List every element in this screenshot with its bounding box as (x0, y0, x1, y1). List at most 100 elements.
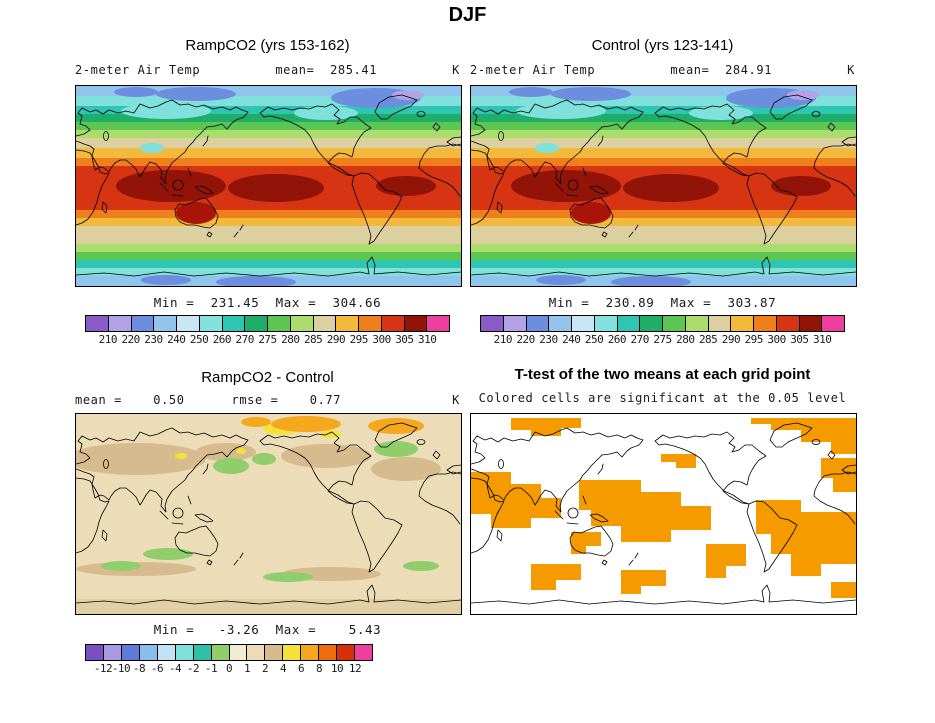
colorbar-segment (662, 316, 685, 331)
colorbar-segment (312, 316, 336, 331)
control-colorbar: 210 220 230 240 250 260 270 275 280 285 290 295 300 3… (480, 315, 845, 347)
colorbar-segment (174, 645, 193, 660)
colorbar-tick-label: 6 (297, 662, 305, 675)
colorbar-segment (138, 645, 157, 660)
colorbar-tick-label: 230 (144, 333, 163, 346)
colorbar-tick-label: 275 (653, 333, 672, 346)
colorbar-tick-label: 260 (212, 333, 232, 346)
control-colorbar-labels: 210 220 230 240 250 260 270 275 280 285 290 295 300 3… (480, 333, 845, 347)
colorbar-segment (198, 316, 222, 331)
colorbar-tick-label: 4 (279, 662, 287, 675)
colorbar-segment (192, 645, 211, 660)
colorbar-tick-label: -6 (150, 662, 164, 675)
colorbar-tick-label: 8 (315, 662, 323, 675)
colorbar-tick-label: 10 (330, 662, 344, 675)
colorbar-tick-label: 270 (235, 333, 255, 346)
ramp-map (75, 85, 462, 287)
colorbar-segment (289, 316, 313, 331)
colorbar-segment (730, 316, 753, 331)
control-mean-label: mean= 284.91 (670, 63, 773, 77)
colorbar-segment (336, 645, 355, 660)
colorbar-tick-label: 240 (167, 333, 186, 346)
ramp-subtitle-row: 2-meter Air Temp mean= 285.41 K (75, 63, 460, 77)
colorbar-segment (210, 645, 229, 660)
colorbar-segment (753, 316, 776, 331)
control-map (470, 85, 857, 287)
colorbar-segment (707, 316, 731, 331)
colorbar-segment (403, 316, 427, 331)
control-units-label: K (847, 63, 855, 77)
control-subtitle-row: 2-meter Air Temp mean= 284.91 K (470, 63, 855, 77)
colorbar-segment (282, 645, 301, 660)
colorbar-tick-label: -10 (111, 662, 131, 675)
diff-stats-label: mean = 0.50 rmse = 0.77 (75, 393, 342, 407)
colorbar-tick-label: -2 (186, 662, 200, 675)
colorbar-tick-label: 290 (721, 333, 741, 346)
colorbar-tick-label: 285 (303, 333, 323, 346)
colorbar-segment (639, 316, 662, 331)
colorbar-segment (335, 316, 358, 331)
colorbar-segment (107, 316, 131, 331)
colorbar-segment (318, 645, 337, 660)
ttest-map (470, 413, 857, 615)
colorbar-tick-label: 220 (516, 333, 535, 346)
colorbar-segment (426, 316, 449, 331)
colorbar-tick-label: 290 (326, 333, 346, 346)
colorbar-tick-label: -4 (168, 662, 182, 675)
colorbar-segment (156, 645, 175, 660)
colorbar-segment (593, 316, 617, 331)
colorbar-segment (130, 316, 154, 331)
ramp-mean-label: mean= 285.41 (275, 63, 378, 77)
colorbar-tick-label: 270 (630, 333, 650, 346)
ttest-subtitle: Colored cells are significant at the 0.0… (478, 391, 847, 405)
colorbar-tick-label: 1 (243, 662, 251, 675)
colorbar-tick-label: 280 (281, 333, 300, 346)
colorbar-tick-label: 295 (349, 333, 369, 346)
colorbar-tick-label: 310 (813, 333, 832, 346)
colorbar-tick-label: 230 (539, 333, 558, 346)
colorbar-tick-label: 280 (676, 333, 695, 346)
colorbar-tick-label: 300 (767, 333, 786, 346)
diff-subtitle-row: mean = 0.50 rmse = 0.77 K (75, 393, 460, 407)
diff-colorbar-bar (85, 644, 373, 661)
colorbar-segment (86, 316, 108, 331)
ramp-units-label: K (452, 63, 460, 77)
colorbar-segment (380, 316, 404, 331)
colorbar-tick-label: 310 (418, 333, 437, 346)
colorbar-segment (300, 645, 319, 660)
ramp-colorbar: 210 220 230 240 250 260 270 275 280 285 290 295 300 3… (85, 315, 450, 347)
diff-units-label: K (452, 393, 460, 407)
colorbar-tick-label: -1 (204, 662, 218, 675)
colorbar-segment (821, 316, 844, 331)
colorbar-tick-label: 275 (258, 333, 277, 346)
diff-panel-title: RampCO2 - Control (201, 369, 334, 386)
colorbar-tick-label: 220 (121, 333, 140, 346)
colorbar-segment (354, 645, 372, 660)
figure-title: DJF (448, 4, 487, 26)
ramp-colorbar-bar (85, 315, 450, 332)
ramp-panel-title: RampCO2 (yrs 153-162) (185, 37, 350, 54)
control-colorbar-bar (480, 315, 845, 332)
colorbar-segment (548, 316, 571, 331)
colorbar-tick-label: 305 (395, 333, 414, 346)
colorbar-segment (246, 645, 265, 660)
colorbar-tick-label: 2 (261, 662, 269, 675)
colorbar-segment (684, 316, 708, 331)
colorbar-tick-label: 285 (698, 333, 718, 346)
colorbar-segment (358, 316, 381, 331)
colorbar-tick-label: 250 (584, 333, 604, 346)
colorbar-segment (502, 316, 526, 331)
control-var-label: 2-meter Air Temp (470, 63, 596, 77)
colorbar-segment (775, 316, 799, 331)
ramp-minmax: Min = 231.45 Max = 304.66 (153, 295, 382, 310)
colorbar-segment (221, 316, 245, 331)
colorbar-segment (176, 316, 199, 331)
diff-colorbar: -12 -10 -8 -6 -4 -2 -1 0 1 2 4 6 8 10 12 (85, 644, 373, 676)
colorbar-segment (244, 316, 267, 331)
colorbar-tick-label: -8 (132, 662, 146, 675)
colorbar-segment (153, 316, 176, 331)
colorbar-segment (228, 645, 247, 660)
control-minmax: Min = 230.89 Max = 303.87 (548, 295, 777, 310)
ttest-panel-title: T-test of the two means at each grid poi… (514, 366, 811, 383)
